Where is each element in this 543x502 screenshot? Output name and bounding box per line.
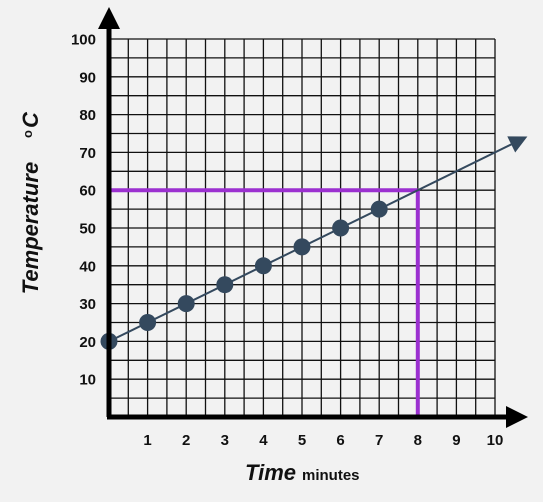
- y-tick-label: 70: [79, 145, 96, 162]
- x-axis-title: Time: [245, 460, 296, 485]
- x-tick-label: 10: [487, 432, 504, 449]
- data-point: [254, 257, 272, 275]
- data-point: [216, 276, 234, 294]
- trend-line: [108, 138, 523, 343]
- y-tick-label: 40: [79, 258, 96, 275]
- y-tick-label: 80: [79, 107, 96, 124]
- data-point: [370, 200, 388, 218]
- y-tick-label: 50: [79, 221, 96, 238]
- x-tick-label: 7: [375, 432, 383, 449]
- data-point: [139, 314, 157, 331]
- trend-line-arrowhead: [507, 136, 528, 153]
- x-tick-label: 5: [298, 432, 306, 449]
- y-axis-unit-degree: o: [20, 130, 35, 138]
- y-tick-label: 60: [79, 183, 96, 200]
- y-tick-label: 30: [79, 296, 96, 313]
- y-axis-title-group: Temperature: [18, 162, 43, 294]
- y-axis-title: Temperature: [18, 162, 43, 294]
- grid: [109, 38, 496, 417]
- x-tick-label: 3: [221, 432, 229, 449]
- trend-line-layer: [108, 136, 528, 343]
- x-tick-label: 8: [414, 432, 422, 449]
- data-point: [177, 295, 195, 313]
- axes: [98, 7, 528, 428]
- x-axis-arrowhead: [506, 406, 528, 428]
- x-tick-label: 2: [182, 432, 190, 449]
- y-axis-unit-group: o C: [18, 111, 43, 138]
- y-axis-unit: C: [18, 111, 43, 128]
- x-tick-label: 6: [336, 432, 344, 449]
- x-tick-label: 4: [259, 432, 268, 449]
- y-tick-label: 90: [79, 69, 96, 86]
- y-axis-arrowhead: [98, 7, 120, 29]
- data-point: [332, 219, 350, 237]
- x-tick-label: 1: [143, 432, 151, 449]
- data-point: [293, 238, 311, 256]
- reference-lines: [109, 188, 420, 417]
- data-points: [100, 200, 388, 350]
- x-axis-unit: minutes: [302, 467, 360, 484]
- y-tick-label: 20: [79, 334, 96, 351]
- y-tick-label: 10: [79, 372, 96, 389]
- tick-labels: 1 2 3 4 5 6 7 8 9 10 10 20 30 40 50 60 70 80 90 100: [71, 32, 503, 450]
- y-tick-label: 100: [71, 32, 96, 49]
- x-tick-label: 9: [452, 432, 460, 449]
